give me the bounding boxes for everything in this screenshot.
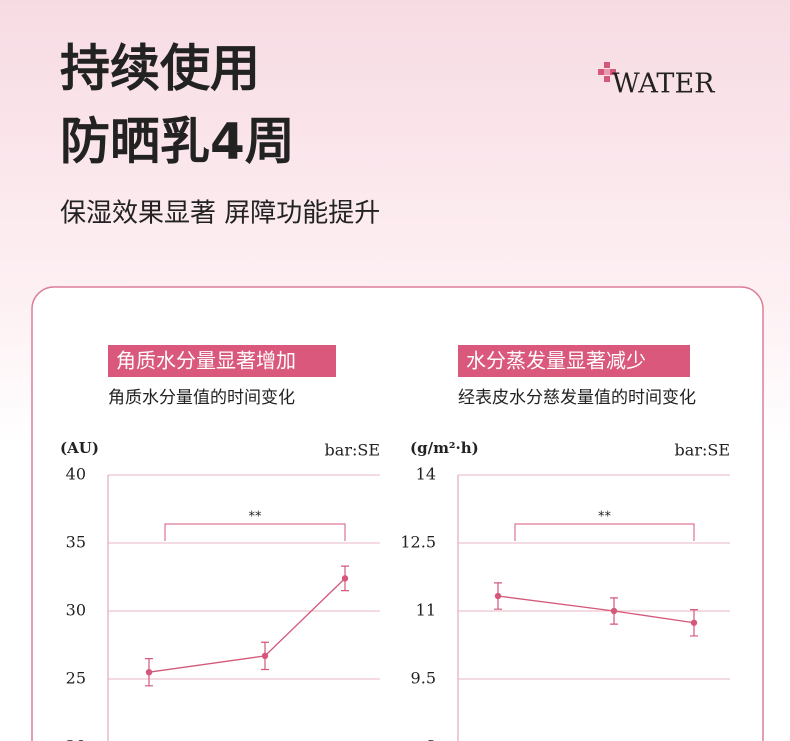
note: bar:SE bbox=[325, 441, 380, 460]
annotation: ** bbox=[249, 510, 263, 525]
data-point bbox=[690, 619, 698, 626]
data-point bbox=[261, 652, 269, 660]
y-tick-label: 25 bbox=[66, 669, 86, 688]
data-point bbox=[610, 607, 618, 615]
significance-bracket bbox=[514, 523, 695, 541]
data-point bbox=[494, 592, 502, 600]
title-line: 防晒乳4周 bbox=[60, 113, 295, 171]
y-tick-label: 30 bbox=[66, 601, 86, 620]
chart-subtitle: 经表皮水分慈发量值的时间变化 bbox=[458, 388, 696, 408]
logo: WATER bbox=[612, 69, 715, 100]
logo-icon bbox=[598, 62, 616, 82]
badge bbox=[458, 345, 690, 377]
card bbox=[31, 286, 764, 741]
chart-subtitle: 角质水分量值的时间变化 bbox=[108, 388, 295, 408]
chart-title: 角质水分量显著增加 bbox=[116, 349, 296, 373]
y-tick-label: 11 bbox=[416, 601, 436, 620]
significance-bracket bbox=[164, 523, 346, 541]
y-tick-label: 14 bbox=[416, 465, 436, 484]
data-point bbox=[341, 575, 349, 582]
y-tick-label: 8 bbox=[426, 737, 436, 741]
chart-title: 水分蒸发量显著减少 bbox=[466, 349, 646, 373]
annotation: ** bbox=[598, 510, 612, 525]
data-point bbox=[145, 669, 153, 676]
y-tick-label: 20 bbox=[66, 737, 86, 741]
y-tick-label: 9.5 bbox=[411, 669, 436, 688]
axis-unit: (g/m²·h) bbox=[410, 439, 479, 457]
y-tick-label: 12.5 bbox=[400, 533, 436, 552]
badge bbox=[108, 345, 336, 377]
subtitle: 保湿效果显著 屏障功能提升 bbox=[60, 199, 380, 229]
y-tick-label: 35 bbox=[66, 533, 86, 552]
title-line: 持续使用 bbox=[60, 40, 260, 98]
axis-unit: (AU) bbox=[60, 439, 99, 457]
y-tick-label: 40 bbox=[66, 465, 86, 484]
note: bar:SE bbox=[675, 441, 730, 460]
